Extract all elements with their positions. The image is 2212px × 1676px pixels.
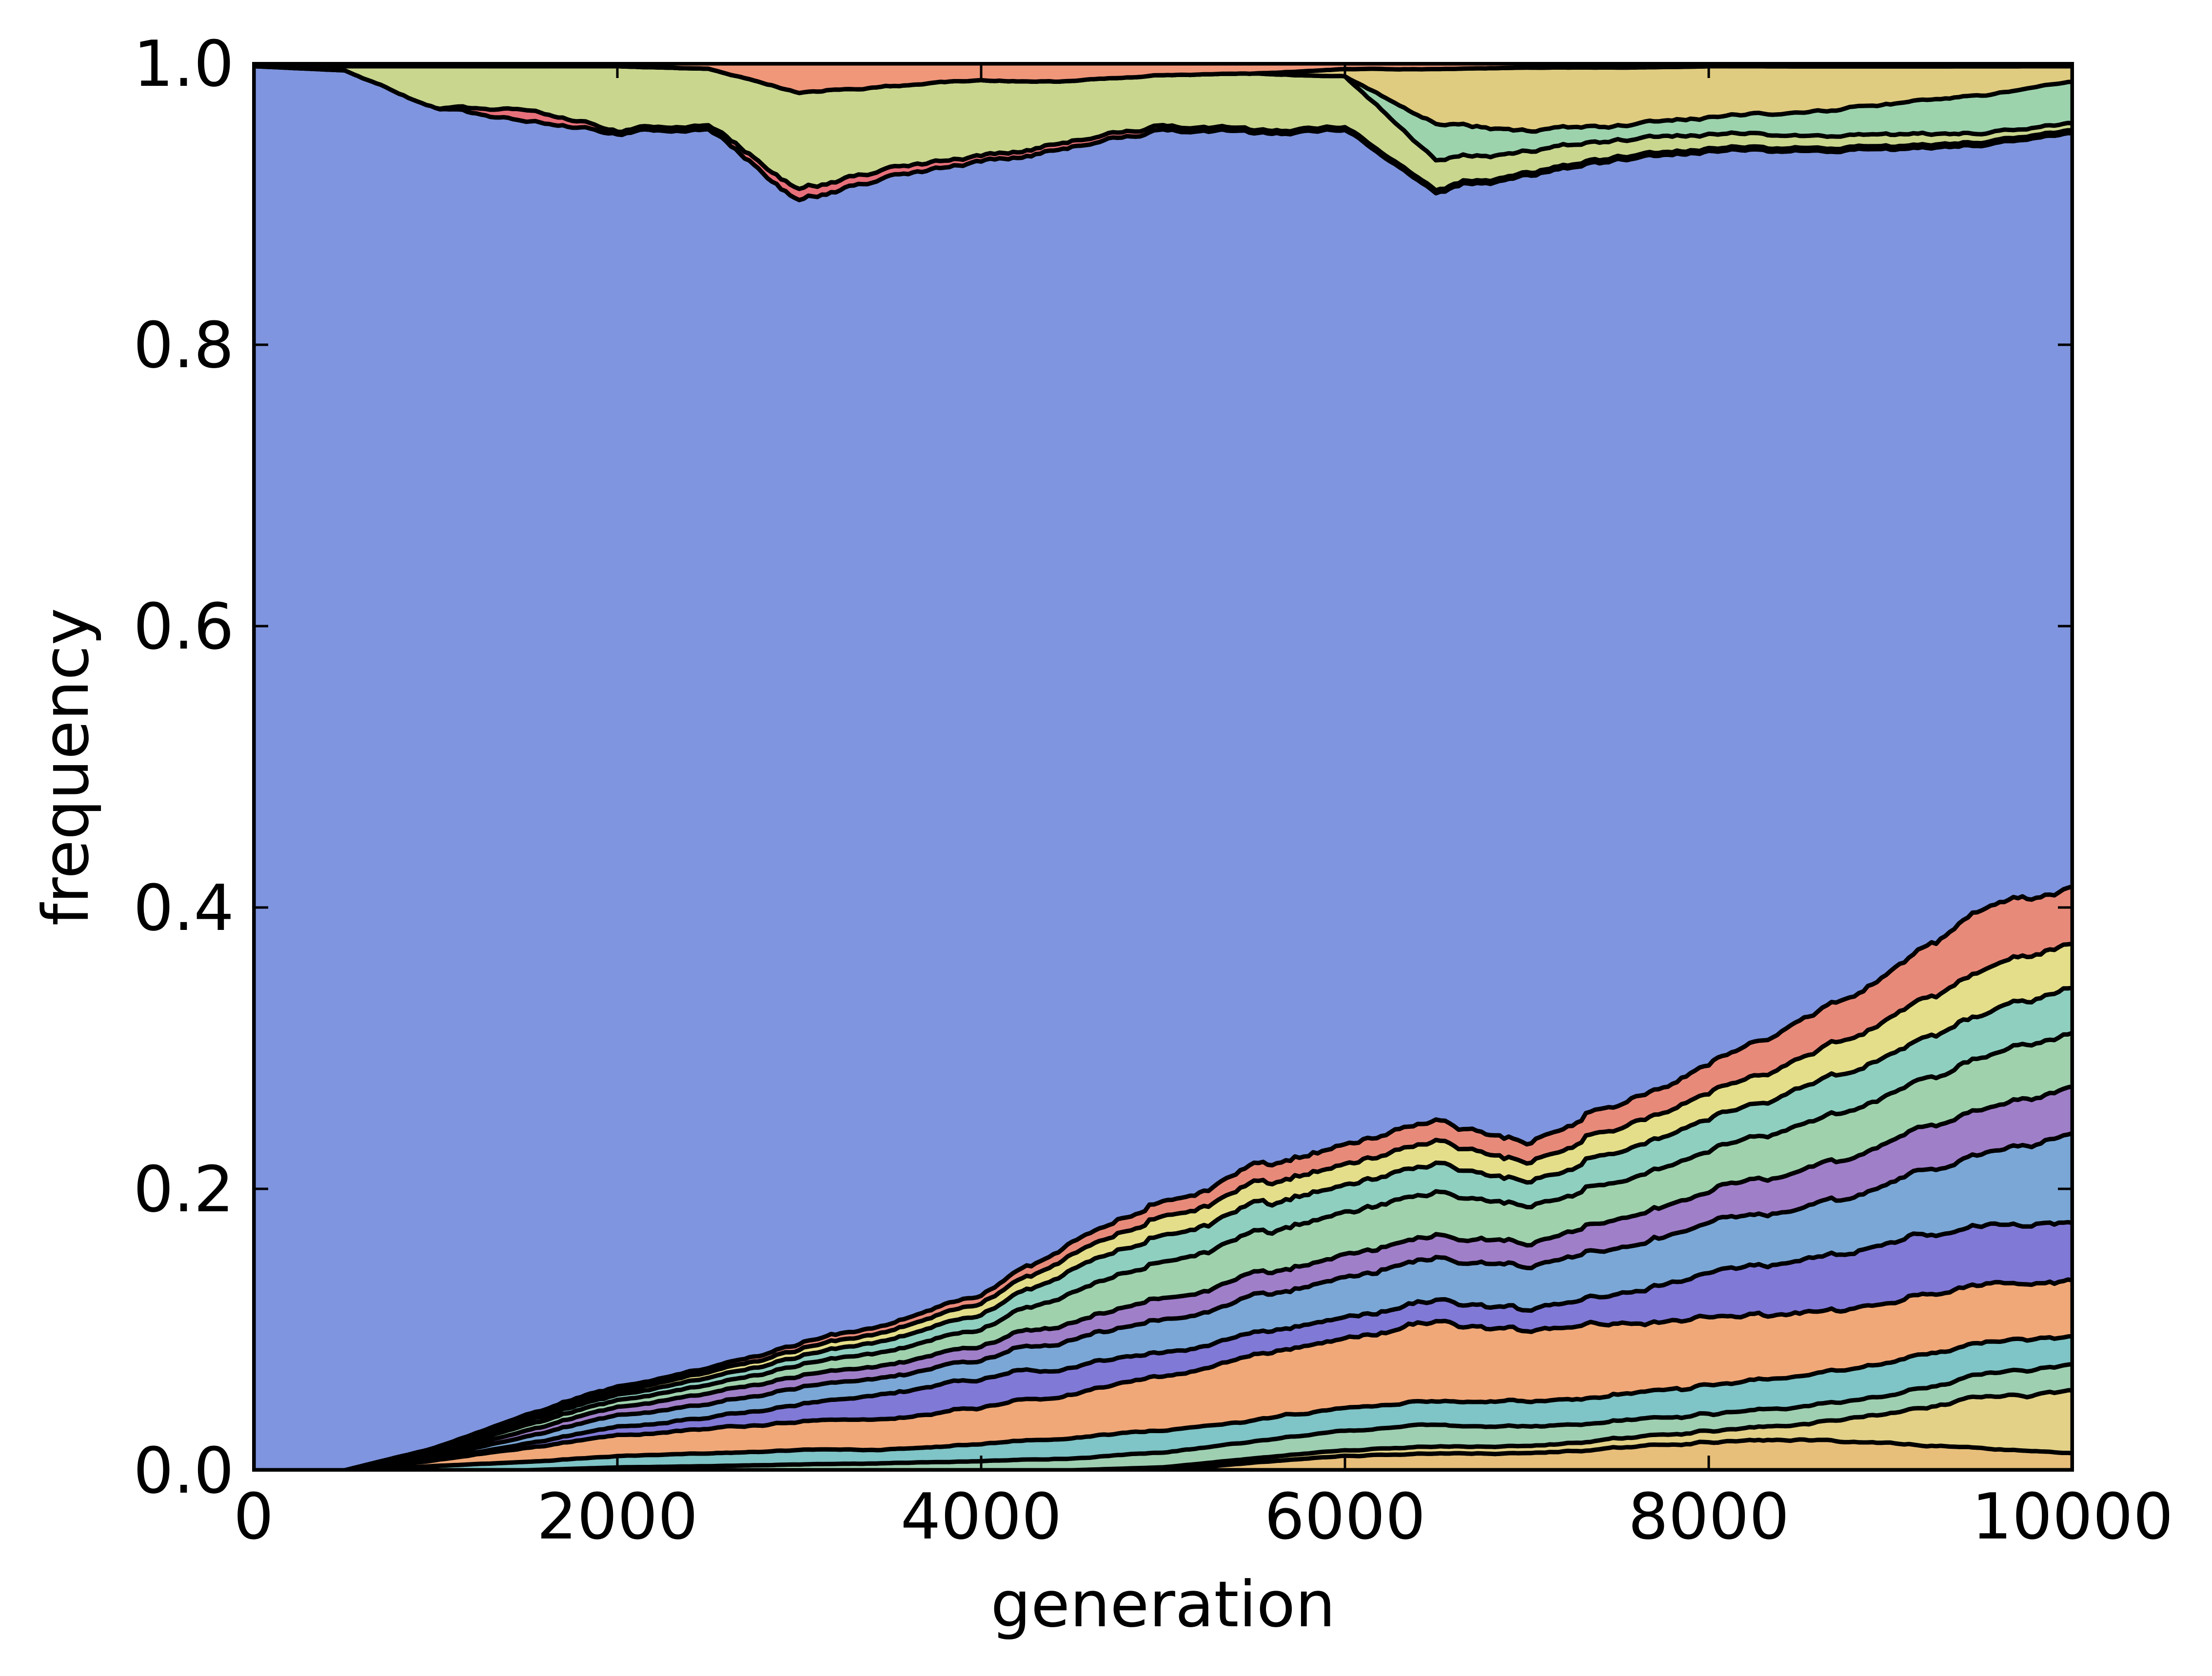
axis-ticks: 0 2000 4000 6000 8000 10000 0.0 0.2 0.4 0.6 0.8 1.0 [133,27,2173,1554]
plot-frame [252,62,2074,1472]
x-tick-label: 2000 [537,1479,698,1554]
y-tick-label: 0.0 [133,1434,234,1508]
y-tick-label: 1.0 [133,27,234,101]
x-tick-label: 6000 [1264,1479,1426,1554]
y-tick-label: 0.6 [133,590,234,664]
x-tick-label: 8000 [1628,1479,1790,1554]
series-area-0 [254,1437,2073,1470]
y-tick-label: 0.2 [133,1152,234,1226]
y-axis-label: frequency [29,608,103,926]
x-tick-label: 0 [234,1479,274,1554]
y-tick-label: 0.8 [133,308,234,382]
plot-area [254,63,2073,1470]
y-tick-label: 0.4 [133,871,234,945]
x-tick-label: 10000 [1972,1479,2173,1554]
series-area-17 [254,63,2073,96]
x-tick-label: 4000 [901,1479,1062,1554]
x-axis-label: generation [990,1567,1335,1641]
